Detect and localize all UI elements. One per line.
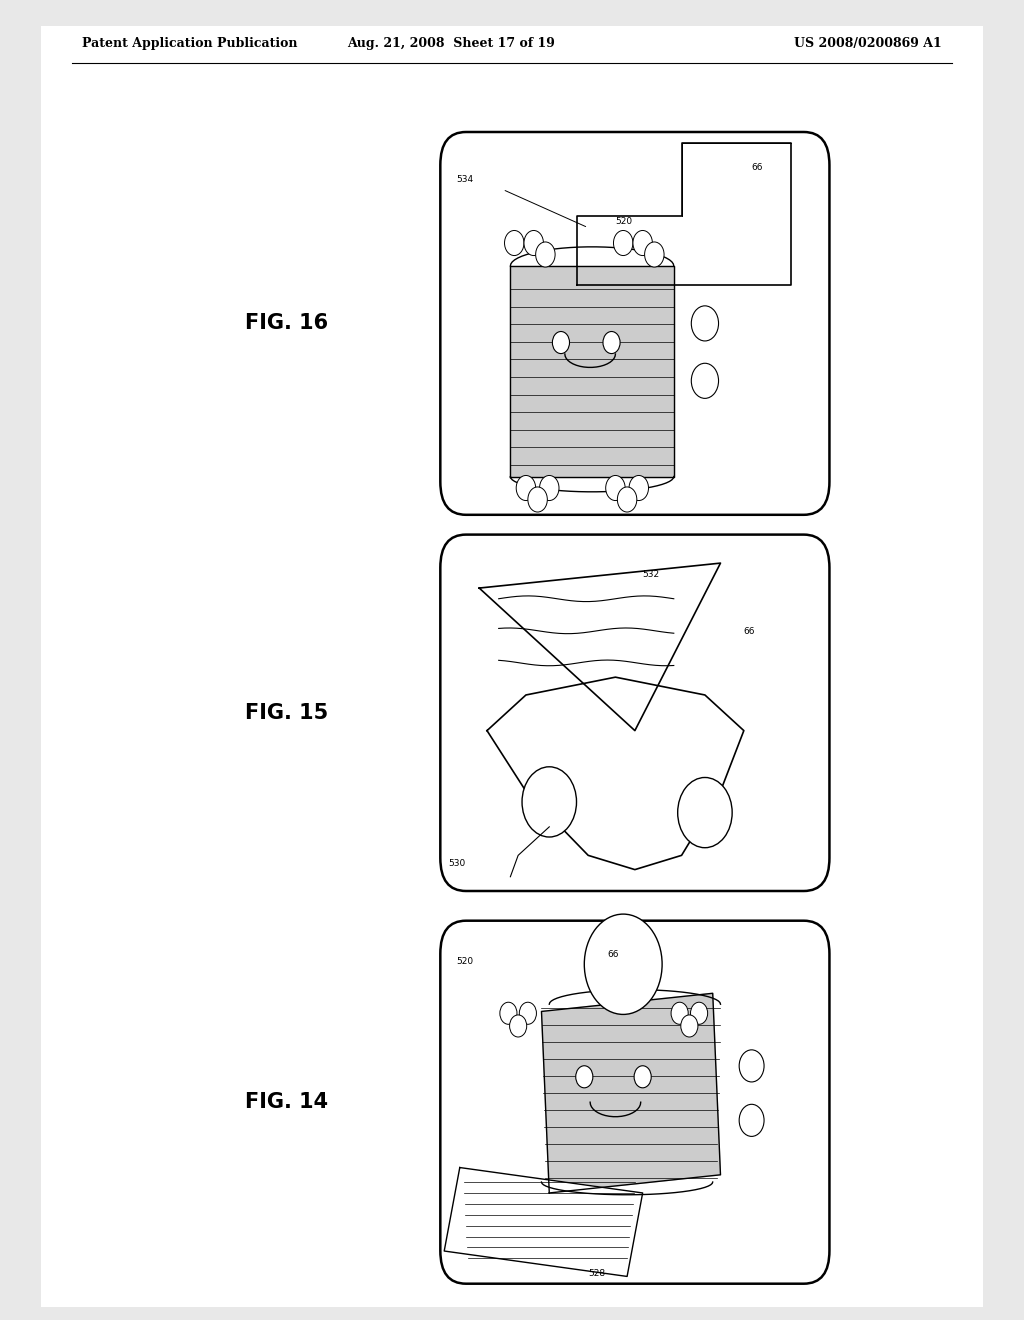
Circle shape (634, 1065, 651, 1088)
Text: FIG. 15: FIG. 15 (245, 702, 329, 723)
Circle shape (536, 242, 555, 267)
Polygon shape (487, 677, 743, 870)
Polygon shape (542, 993, 721, 1193)
Text: FIG. 14: FIG. 14 (245, 1092, 329, 1113)
Text: 66: 66 (752, 164, 763, 173)
Text: FIG. 16: FIG. 16 (245, 313, 329, 334)
Circle shape (605, 475, 625, 500)
Circle shape (671, 1002, 688, 1024)
Text: 528: 528 (588, 1270, 605, 1279)
Circle shape (585, 913, 663, 1014)
Circle shape (510, 1015, 526, 1038)
Circle shape (633, 231, 652, 256)
Circle shape (617, 487, 637, 512)
Circle shape (645, 242, 664, 267)
Text: 530: 530 (449, 859, 465, 869)
Circle shape (690, 1002, 708, 1024)
Circle shape (522, 767, 577, 837)
FancyBboxPatch shape (440, 921, 829, 1283)
Polygon shape (479, 564, 721, 731)
Text: US 2008/0200869 A1: US 2008/0200869 A1 (795, 37, 942, 50)
Circle shape (575, 1065, 593, 1088)
Circle shape (691, 363, 719, 399)
Polygon shape (577, 144, 791, 285)
Text: 66: 66 (607, 950, 620, 960)
Circle shape (516, 475, 536, 500)
Text: 532: 532 (643, 570, 659, 579)
Circle shape (540, 475, 559, 500)
Text: Aug. 21, 2008  Sheet 17 of 19: Aug. 21, 2008 Sheet 17 of 19 (346, 37, 555, 50)
Circle shape (528, 487, 547, 512)
FancyBboxPatch shape (440, 132, 829, 515)
Text: 520: 520 (456, 957, 473, 966)
Text: Patent Application Publication: Patent Application Publication (82, 37, 297, 50)
Circle shape (613, 231, 633, 256)
Polygon shape (444, 1167, 643, 1276)
Circle shape (681, 1015, 698, 1038)
Circle shape (739, 1049, 764, 1082)
Text: 534: 534 (456, 174, 473, 183)
Circle shape (524, 231, 544, 256)
Polygon shape (510, 267, 674, 477)
Circle shape (691, 306, 719, 341)
Circle shape (629, 475, 648, 500)
Text: 520: 520 (615, 216, 633, 226)
Circle shape (500, 1002, 517, 1024)
Text: 66: 66 (743, 627, 756, 636)
FancyBboxPatch shape (41, 26, 983, 1307)
Circle shape (519, 1002, 537, 1024)
FancyBboxPatch shape (440, 535, 829, 891)
Circle shape (603, 331, 621, 354)
Circle shape (739, 1105, 764, 1137)
Circle shape (678, 777, 732, 847)
Circle shape (552, 331, 569, 354)
Circle shape (505, 231, 524, 256)
